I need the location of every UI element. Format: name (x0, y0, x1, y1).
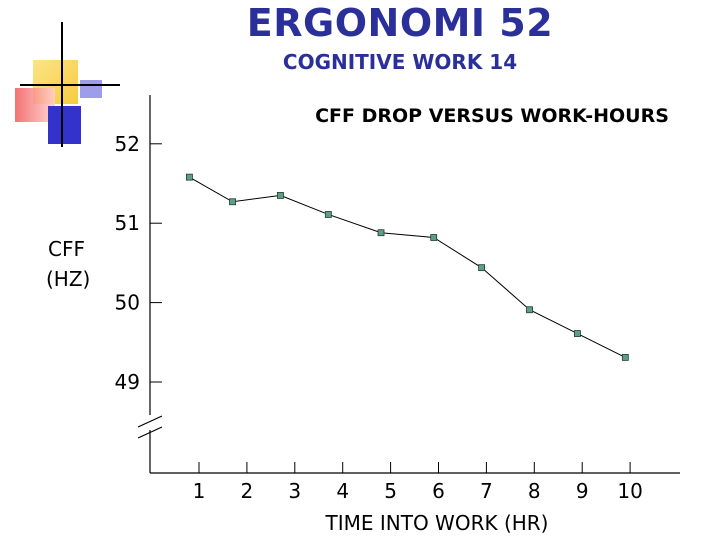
data-point (621, 353, 629, 361)
data-point (186, 173, 193, 181)
data-point (430, 234, 438, 241)
x-tick-label: 5 (384, 479, 397, 503)
x-axis-ticks: 1 2 3 4 5 6 7 8 9 10 (193, 462, 643, 503)
y-axis-title-line-1: CFF (48, 237, 85, 261)
y-axis-title-line-2: (HZ) (46, 267, 90, 291)
x-tick-label: 6 (432, 479, 445, 503)
data-point (277, 192, 284, 199)
decoration-blue-square (48, 106, 81, 144)
data-point (324, 211, 332, 218)
data-point (377, 229, 385, 237)
x-tick-label: 7 (480, 479, 493, 503)
slide-subtitle: COGNITIVE WORK 14 (282, 50, 518, 74)
x-tick-label: 2 (241, 479, 254, 503)
data-point (478, 264, 486, 272)
data-point (526, 306, 533, 314)
x-tick-label: 4 (336, 479, 349, 503)
slide-title: ERGONOMI 52 (246, 1, 554, 45)
axis-break-mark-2 (137, 426, 163, 439)
y-tick-label: 49 (115, 370, 140, 394)
y-tick-label: 50 (115, 291, 140, 315)
y-tick-label: 51 (115, 211, 140, 235)
x-tick-label: 10 (617, 479, 642, 503)
x-axis-title: TIME INTO WORK (HR) (325, 511, 549, 535)
x-tick-label: 1 (193, 479, 206, 503)
y-axis-ticks: 49 50 51 52 (115, 132, 162, 394)
x-tick-label: 8 (528, 479, 541, 503)
series-points (186, 173, 629, 361)
x-tick-label: 3 (288, 479, 301, 503)
y-tick-label: 52 (115, 132, 140, 156)
series-line (189, 176, 626, 358)
decoration-horizontal-line (20, 84, 120, 86)
chart-title: CFF DROP VERSUS WORK-HOURS (315, 105, 669, 127)
axis-break-mark-1 (137, 415, 163, 428)
data-point (229, 198, 236, 206)
data-point (574, 330, 581, 337)
x-tick-label: 9 (576, 479, 589, 503)
